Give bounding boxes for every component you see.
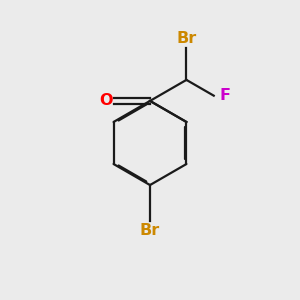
Text: Br: Br [176,31,196,46]
Text: F: F [220,88,230,103]
Text: O: O [99,93,112,108]
Text: Br: Br [140,223,160,238]
